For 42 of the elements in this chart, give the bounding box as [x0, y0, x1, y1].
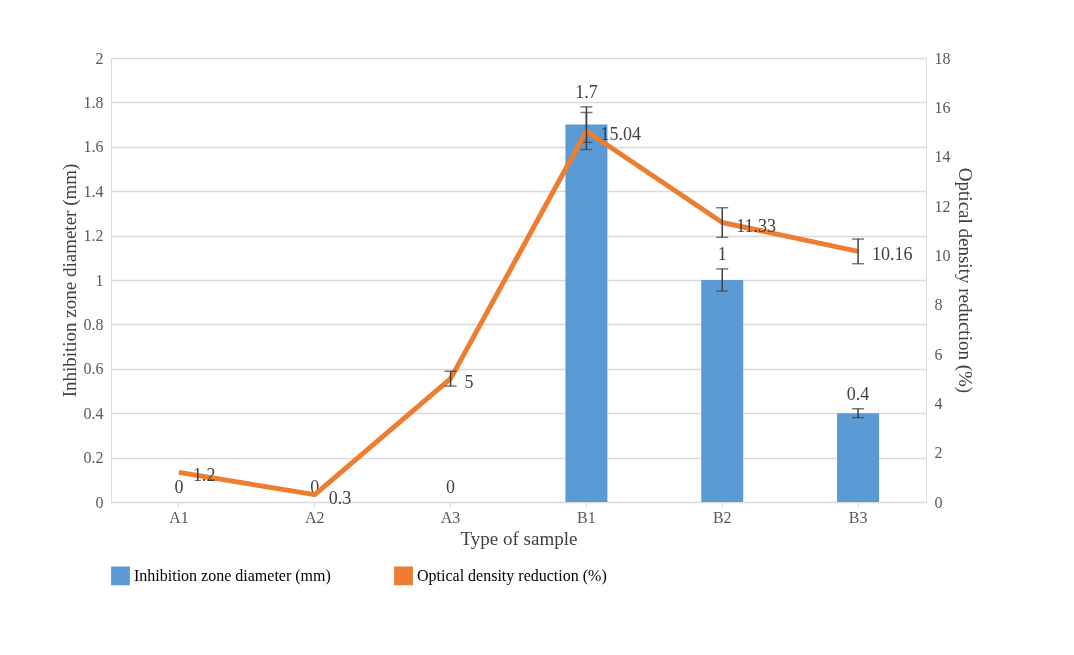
- y2-tick-label: 8: [934, 296, 943, 314]
- x-tick-label: B3: [848, 508, 868, 526]
- y-tick-label: 1.8: [83, 93, 104, 111]
- data-label: 1.7: [575, 81, 598, 102]
- data-label: 5: [464, 371, 474, 392]
- data-label: 0.4: [846, 383, 870, 404]
- y-tick-label: 0.4: [83, 404, 104, 422]
- y-axis-title: Inhibition zone diameter (mm): [58, 163, 81, 398]
- y-tick-label: 2: [95, 49, 104, 67]
- y2-tick-label: 0: [934, 493, 943, 511]
- x-tick-label: A1: [169, 508, 189, 526]
- y-tick-label: 1: [95, 271, 104, 289]
- x-tick-label: B2: [712, 508, 732, 526]
- legend-label: Inhibition zone diameter (mm): [134, 566, 331, 585]
- y-tick-label: 0.8: [83, 315, 104, 333]
- y2-tick-label: 4: [934, 394, 943, 412]
- y-tick-label: 1.4: [83, 182, 104, 200]
- y-tick-label: 0.6: [83, 360, 104, 378]
- data-label: 0: [446, 477, 456, 497]
- x-tick-label: B1: [577, 508, 596, 526]
- legend-label: Optical density reduction (%): [417, 566, 607, 585]
- y-tick-label: 0.2: [83, 449, 104, 467]
- x-axis-title: Type of sample: [460, 527, 578, 549]
- y-tick-label: 1.6: [83, 138, 104, 156]
- bar: [701, 280, 744, 502]
- y2-axis-title: Optical density reduction (%): [953, 167, 976, 394]
- y2-tick-label: 14: [934, 148, 951, 166]
- data-label: 0.3: [328, 487, 352, 508]
- data-label: 10.16: [872, 244, 913, 265]
- y2-tick-label: 12: [934, 197, 951, 215]
- y-tick-label: 1.2: [83, 227, 104, 245]
- y2-tick-label: 10: [934, 246, 951, 264]
- x-tick-label: A2: [304, 508, 325, 526]
- bar: [837, 413, 880, 502]
- y2-tick-label: 6: [934, 345, 943, 363]
- y2-tick-label: 2: [934, 444, 943, 462]
- data-label: 0: [174, 477, 184, 497]
- y2-tick-label: 16: [934, 98, 951, 116]
- y2-tick-label: 18: [934, 49, 951, 67]
- x-tick-label: A3: [440, 508, 461, 526]
- y-tick-label: 0: [95, 493, 104, 511]
- data-label: 1: [717, 243, 727, 264]
